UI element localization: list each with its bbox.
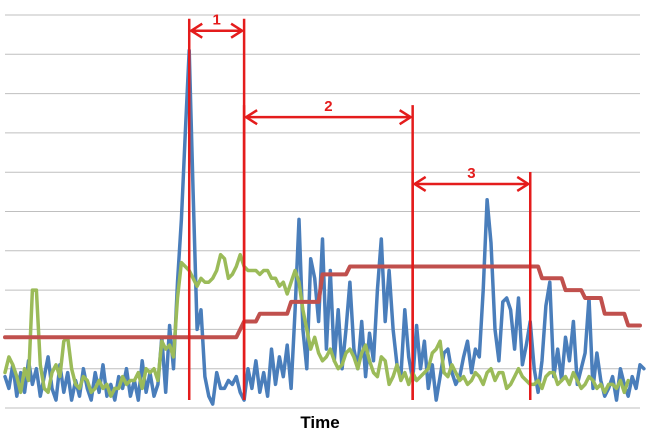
series-lines bbox=[3, 48, 646, 406]
series-line-1 bbox=[3, 48, 646, 406]
x-axis-title: Time bbox=[300, 413, 339, 432]
interval-1-arrowhead-right bbox=[230, 22, 245, 39]
interval-1-arrowhead-left bbox=[188, 22, 203, 39]
interval-2-arrowhead-left bbox=[243, 109, 258, 126]
interval-3-arrowhead-right bbox=[516, 175, 531, 193]
interval-1-label: 1 bbox=[212, 12, 220, 29]
interval-3-arrowhead-left bbox=[412, 175, 427, 193]
series-line-3 bbox=[3, 264, 642, 340]
series-line-2 bbox=[3, 252, 630, 398]
interval-3-label: 3 bbox=[467, 165, 475, 182]
interval-2-label: 2 bbox=[324, 98, 332, 115]
interval-annotations: 1 2 3 bbox=[187, 12, 532, 400]
interval-2-arrowhead-right bbox=[398, 109, 413, 126]
gridlines bbox=[5, 14, 640, 409]
